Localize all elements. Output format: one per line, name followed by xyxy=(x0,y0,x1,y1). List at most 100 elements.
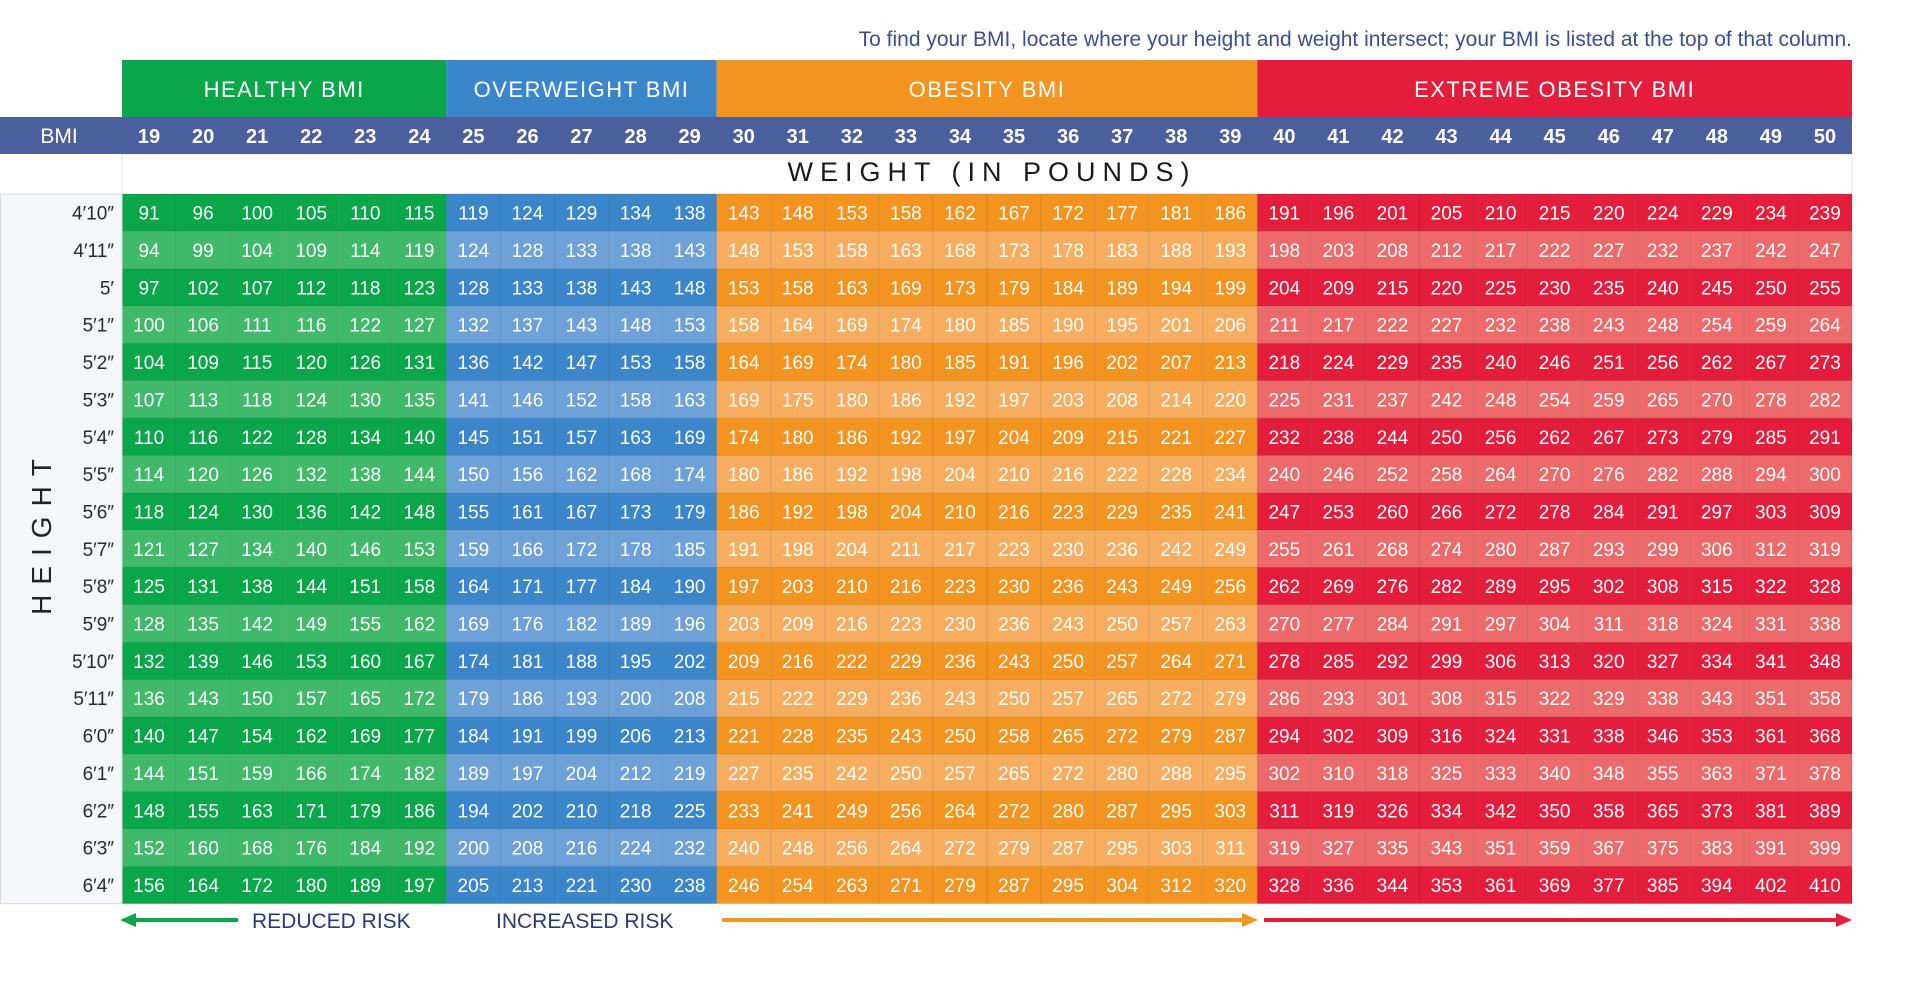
weight-value: 291 xyxy=(1431,615,1463,636)
weight-cell xyxy=(391,604,447,643)
weight-value: 262 xyxy=(1701,353,1733,374)
weight-value: 273 xyxy=(1647,428,1679,449)
weight-cell xyxy=(445,641,501,681)
weight-value: 312 xyxy=(1755,540,1787,561)
increased-risk-label: INCREASED RISK xyxy=(496,910,673,933)
weight-cell xyxy=(1148,791,1204,830)
weight-cell xyxy=(175,417,231,456)
weight-cell xyxy=(824,828,880,867)
weight-value: 110 xyxy=(134,428,164,449)
weight-cell xyxy=(1689,828,1745,867)
weight-cell xyxy=(932,529,988,569)
weight-cell xyxy=(445,230,501,270)
weight-value: 229 xyxy=(890,652,922,673)
weight-cell xyxy=(1148,641,1204,681)
weight-value: 215 xyxy=(1539,204,1571,225)
weight-value: 145 xyxy=(458,428,490,449)
weight-value: 216 xyxy=(566,839,598,860)
weight-value: 287 xyxy=(1052,839,1084,860)
weight-value: 151 xyxy=(512,428,544,449)
bmi-value: 21 xyxy=(246,126,268,148)
weight-value: 192 xyxy=(890,428,922,449)
weight-cell xyxy=(499,268,555,307)
weight-value: 174 xyxy=(458,652,490,673)
weight-value: 285 xyxy=(1755,428,1787,449)
weight-value: 182 xyxy=(566,615,598,636)
weight-value: 238 xyxy=(674,876,706,897)
weight-cell xyxy=(337,230,393,270)
height-label: 5′6″ xyxy=(83,502,115,523)
weight-value: 278 xyxy=(1539,502,1571,523)
weight-cell xyxy=(824,342,880,382)
weight-cell xyxy=(716,305,772,344)
weight-cell xyxy=(391,529,447,569)
weight-value: 128 xyxy=(458,278,490,299)
weight-value: 203 xyxy=(1052,390,1084,411)
weight-cell xyxy=(1581,230,1637,270)
weight-value: 192 xyxy=(782,502,814,523)
weight-cell xyxy=(1094,417,1150,456)
weight-value: 144 xyxy=(133,764,165,785)
weight-cell xyxy=(391,454,447,494)
weight-value: 359 xyxy=(1539,839,1571,860)
weight-value: 173 xyxy=(620,502,652,523)
weight-cell xyxy=(1094,342,1150,382)
weight-cell xyxy=(1635,791,1691,830)
bmi-value: 25 xyxy=(462,126,484,148)
weight-cell xyxy=(1419,567,1475,606)
weight-value: 186 xyxy=(836,428,868,449)
weight-value: 222 xyxy=(782,689,814,710)
weight-cell xyxy=(1364,230,1420,270)
weight-value: 272 xyxy=(1106,727,1138,748)
weight-value: 328 xyxy=(1268,876,1300,897)
height-label: 5′8″ xyxy=(83,577,115,598)
weight-value: 299 xyxy=(1431,652,1463,673)
weight-value: 176 xyxy=(512,615,544,636)
category-band xyxy=(1257,60,1852,117)
weight-cell xyxy=(1040,828,1096,867)
weight-value: 204 xyxy=(1268,278,1300,299)
weight-value: 235 xyxy=(782,764,814,785)
weight-value: 243 xyxy=(944,689,976,710)
weight-value: 172 xyxy=(241,876,273,897)
weight-cell xyxy=(175,679,231,718)
weight-value: 158 xyxy=(403,577,435,598)
weight-value: 212 xyxy=(1431,241,1463,262)
weight-value: 259 xyxy=(1593,390,1625,411)
weight-cell xyxy=(986,193,1042,232)
weight-value: 282 xyxy=(1647,465,1679,486)
weight-cell xyxy=(662,716,718,755)
weight-value: 162 xyxy=(403,615,435,636)
weight-value: 257 xyxy=(1106,652,1138,673)
bmi-value: 19 xyxy=(138,126,160,148)
weight-value: 346 xyxy=(1647,727,1679,748)
weight-value: 246 xyxy=(1323,465,1355,486)
weight-cell xyxy=(1256,679,1312,718)
weight-value: 181 xyxy=(1160,204,1192,225)
bmi-value: 47 xyxy=(1652,126,1674,148)
weight-cell xyxy=(1743,454,1799,494)
weight-value: 223 xyxy=(1052,502,1084,523)
weight-cell xyxy=(1094,230,1150,270)
weight-cell xyxy=(878,604,934,643)
weight-value: 288 xyxy=(1160,764,1192,785)
weight-value: 282 xyxy=(1809,390,1841,411)
weight-cell xyxy=(175,604,231,643)
weight-cell xyxy=(1094,641,1150,681)
bmi-value: 23 xyxy=(354,126,376,148)
weight-value: 105 xyxy=(295,204,327,225)
weight-cell xyxy=(824,753,880,793)
bmi-header-bar xyxy=(0,117,1852,154)
weight-value: 184 xyxy=(349,839,381,860)
weight-cell xyxy=(554,529,610,569)
weight-value: 132 xyxy=(458,316,490,337)
weight-cell xyxy=(499,828,555,867)
weight-value: 212 xyxy=(620,764,652,785)
weight-value: 189 xyxy=(349,876,381,897)
weight-value: 355 xyxy=(1647,764,1679,785)
weight-value: 169 xyxy=(674,428,706,449)
weight-value: 113 xyxy=(188,390,218,411)
weight-cell xyxy=(1581,753,1637,793)
weight-value: 142 xyxy=(241,615,273,636)
weight-cell xyxy=(986,380,1042,419)
